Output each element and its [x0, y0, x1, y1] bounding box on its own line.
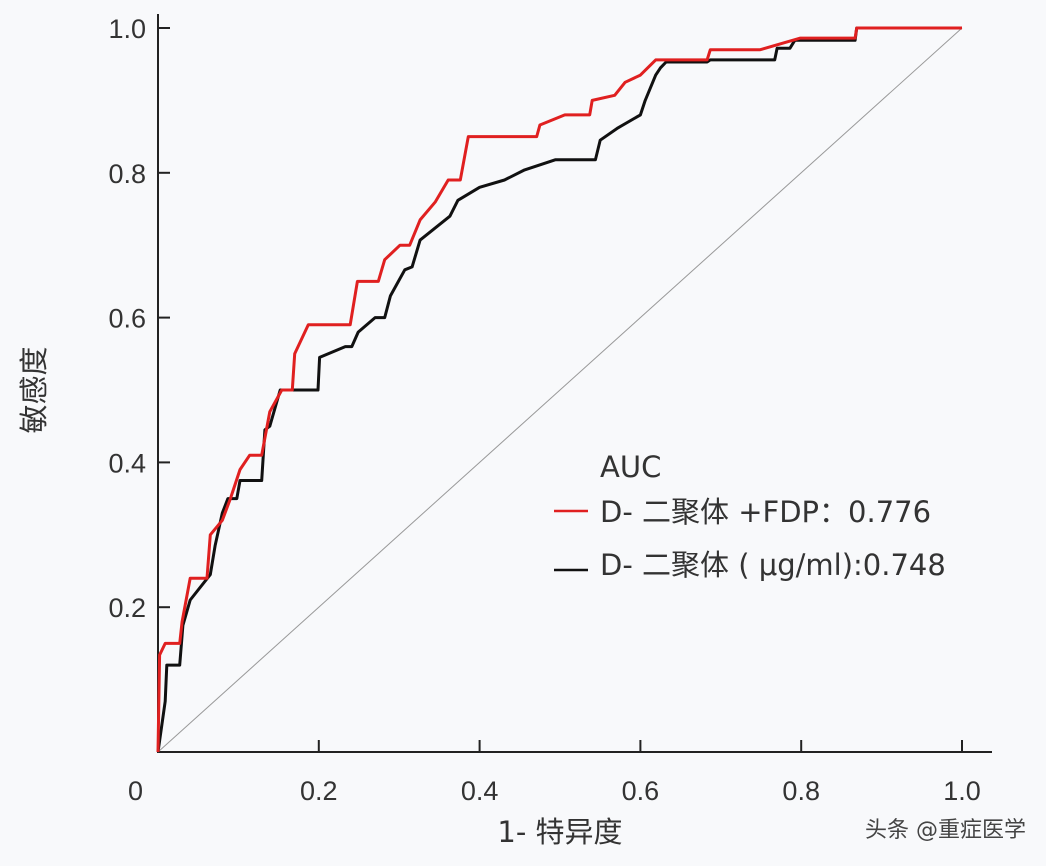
- y-tick-label: 0.2: [108, 593, 146, 623]
- series-line-ddimer-fdp: [156, 26, 962, 753]
- watermark: 头条 @重症医学: [865, 818, 1026, 843]
- legend-entry-combined: D- 二聚体 +FDP：0.776: [600, 495, 931, 529]
- legend: AUC D- 二聚体 +FDP：0.776 D- 二聚体 ( μg/ml):0.…: [554, 450, 946, 582]
- axes: [157, 14, 992, 753]
- x-tick-label: 0.2: [300, 776, 338, 806]
- ticks: 0 0.2 0.4 0.6 0.8 1.0 0.2 0.4 0.6 0.8 1.0: [108, 14, 980, 806]
- y-tick-label: 0.4: [108, 448, 146, 478]
- reference-diagonal-line: [157, 27, 963, 753]
- legend-entry-ddimer: D- 二聚体 ( μg/ml):0.748: [600, 548, 946, 582]
- series-layer: [156, 26, 963, 753]
- y-tick-label: 1.0: [108, 14, 146, 44]
- x-tick-label: 1.0: [943, 776, 981, 806]
- y-tick-label: 0.6: [108, 304, 146, 334]
- y-tick-label: 0.8: [108, 159, 146, 189]
- legend-title: AUC: [600, 450, 661, 484]
- series-line-ddimer: [156, 26, 962, 753]
- x-tick-label: 0.8: [782, 776, 820, 806]
- x-tick-label: 0.6: [622, 776, 660, 806]
- y-axis-label: 敏感度: [17, 346, 51, 433]
- x-tick-label: 0: [128, 776, 143, 806]
- x-tick-label: 0.4: [461, 776, 499, 806]
- x-axis-label: 1- 特异度: [497, 815, 622, 849]
